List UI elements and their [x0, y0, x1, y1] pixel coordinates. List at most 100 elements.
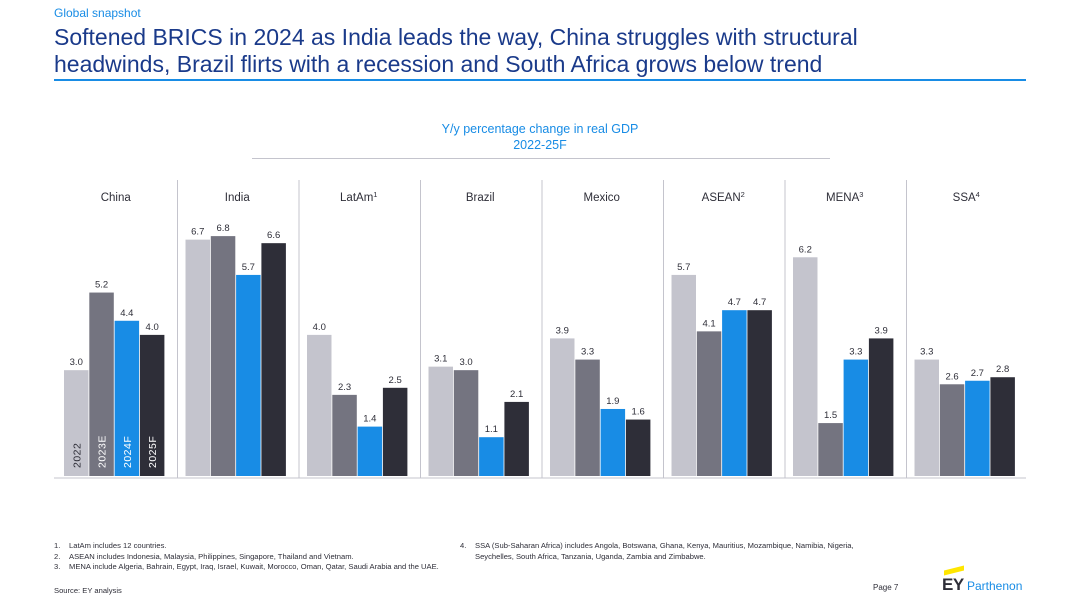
bar-latam-2023e: [332, 394, 357, 476]
data-label: 4.4: [120, 308, 133, 319]
group-label-asean: ASEAN2: [702, 190, 745, 204]
group-label-mexico: Mexico: [584, 192, 620, 204]
bar-ssa-2025f: [990, 377, 1015, 476]
bar-asean-2024f: [722, 310, 747, 476]
data-label: 2.6: [945, 371, 958, 382]
footnote-number: 2.: [54, 551, 61, 561]
page-title-line-2: headwinds, Brazil flirts with a recessio…: [54, 51, 823, 77]
bar-mexico-2023e: [575, 359, 600, 476]
footnotes-left: 1. LatAm includes 12 countries. 2. ASEAN…: [54, 541, 444, 573]
footnote-2: 2. ASEAN includes Indonesia, Malaysia, P…: [54, 552, 444, 563]
data-label: 3.1: [434, 354, 447, 365]
data-label: 4.1: [702, 318, 715, 329]
group-label-ssa: SSA4: [953, 190, 980, 204]
data-label: 1.6: [632, 407, 645, 418]
footnote-text: ASEAN includes Indonesia, Malaysia, Phil…: [69, 551, 354, 561]
ey-parthenon-logo: EY Parthenon: [940, 565, 1030, 596]
data-label: 3.3: [920, 347, 933, 358]
data-label: 3.3: [581, 347, 594, 358]
bar-mena-2024f: [843, 359, 869, 476]
data-label: 2.8: [996, 364, 1009, 375]
group-label-brazil: Brazil: [466, 192, 495, 204]
group-label-footnote-ref: 2: [741, 190, 745, 199]
gdp-bar-chart: China 3.0 2022 5.2 2023E 4.4 2024F 4.0 2025F Indi…: [54, 180, 1026, 479]
footnote-3: 3. MENA include Algeria, Bahrain, Egypt,…: [54, 562, 444, 573]
data-label: 5.2: [95, 280, 108, 291]
bar-asean-2022: [671, 274, 696, 476]
data-label: 6.7: [191, 227, 204, 238]
data-label: 4.7: [753, 297, 766, 308]
data-label: 2.3: [338, 382, 351, 393]
data-label: 2.5: [389, 375, 402, 386]
bar-china-2022: [64, 370, 89, 476]
bar-mexico-2025f: [625, 419, 651, 476]
page-title-line-1: Softened BRICS in 2024 as India leads th…: [54, 24, 858, 50]
data-label: 1.1: [485, 424, 498, 435]
data-label: 4.0: [146, 322, 159, 333]
data-label: 1.4: [363, 414, 376, 425]
data-label: 2.7: [971, 368, 984, 379]
footnote-text: MENA include Algeria, Bahrain, Egypt, Ir…: [69, 562, 439, 571]
bar-india-2023e: [210, 236, 236, 476]
bar-china-2025f: [139, 334, 165, 476]
bar-mena-2025f: [868, 338, 894, 476]
data-label: 3.0: [459, 357, 472, 368]
data-label: 3.3: [849, 347, 862, 358]
legend-series-label: 2024F: [122, 436, 134, 468]
data-label: 4.7: [728, 297, 741, 308]
footnotes-right: 4. SSA (Sub-Saharan Africa) includes Ang…: [460, 541, 880, 562]
legend-series-label: 2023E: [97, 435, 109, 468]
data-label: 6.6: [267, 230, 280, 241]
data-label: 6.2: [799, 244, 812, 255]
section-kicker: Global snapshot: [54, 6, 141, 20]
footnote-text: SSA (Sub-Saharan Africa) includes Angola…: [475, 541, 854, 561]
bar-brazil-2023e: [453, 370, 479, 476]
footnote-number: 1.: [54, 541, 61, 550]
group-label-footnote-ref: 1: [373, 190, 377, 199]
bar-mena-2022: [793, 257, 818, 476]
bar-mexico-2024f: [600, 408, 626, 476]
bar-ssa-2023e: [939, 384, 965, 476]
legend-series-label: 2022: [71, 443, 83, 468]
group-label-china: China: [101, 192, 132, 204]
bar-india-2022: [185, 239, 210, 476]
bar-china-2023e: [89, 292, 114, 476]
bar-mena-2023e: [818, 423, 843, 476]
footnote-number: 4.: [460, 541, 467, 550]
data-label: 5.7: [242, 262, 255, 273]
logo-ey-text: EY: [942, 575, 964, 594]
bar-asean-2025f: [747, 310, 772, 476]
data-label: 2.1: [510, 389, 523, 400]
bar-india-2025f: [261, 243, 286, 476]
footnote-number: 3.: [54, 562, 61, 571]
bar-india-2024f: [236, 274, 261, 476]
data-label: 1.5: [824, 410, 837, 421]
bar-latam-2025f: [382, 387, 408, 476]
data-label: 3.0: [70, 357, 83, 368]
chart-subtitle: 2022-25F: [513, 138, 567, 152]
page-number: Page 7: [873, 583, 899, 592]
data-label: 6.8: [216, 223, 229, 234]
title-divider: [54, 79, 1026, 81]
data-label: 3.9: [875, 325, 888, 336]
footnote-4: 4. SSA (Sub-Saharan Africa) includes Ang…: [460, 541, 880, 562]
group-label-india: India: [225, 192, 251, 204]
bar-asean-2023e: [696, 331, 722, 476]
group-label-latam: LatAm1: [340, 190, 377, 204]
bar-ssa-2022: [914, 359, 939, 476]
page-title: Softened BRICS in 2024 as India leads th…: [54, 24, 1014, 78]
bar-brazil-2025f: [504, 401, 529, 476]
source-note: Source: EY analysis: [54, 586, 122, 595]
data-label: 5.7: [677, 262, 690, 273]
bar-latam-2022: [307, 334, 332, 476]
group-label-footnote-ref: 3: [859, 190, 863, 199]
ey-beam-icon: [944, 565, 964, 576]
bar-china-2024f: [114, 320, 140, 476]
bar-brazil-2024f: [479, 437, 504, 476]
bar-mexico-2022: [550, 338, 575, 476]
logo-parthenon-text: Parthenon: [967, 579, 1023, 593]
chart-title: Y/y percentage change in real GDP: [441, 122, 639, 136]
data-label: 1.9: [606, 396, 619, 407]
chart-title-divider: [252, 158, 830, 159]
chart-title-block: Y/y percentage change in real GDP 2022-2…: [0, 121, 1080, 153]
